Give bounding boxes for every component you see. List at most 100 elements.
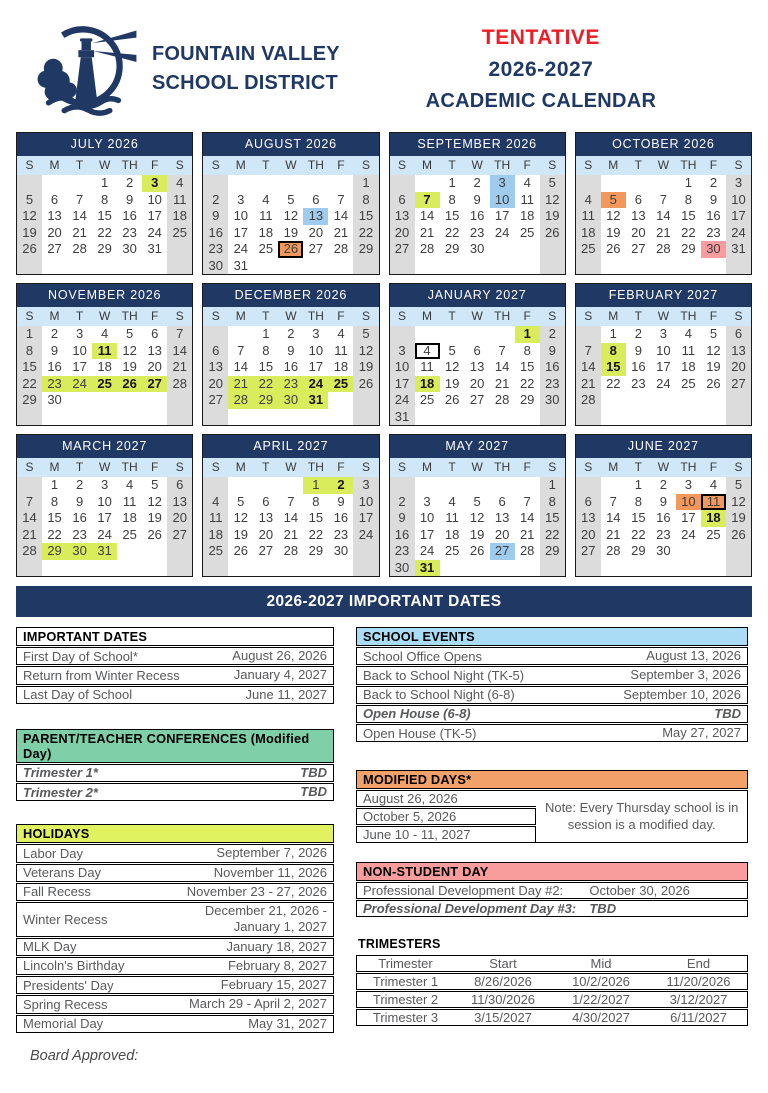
day-cell: 21: [228, 375, 254, 392]
day-cell: 29: [519, 392, 535, 407]
day-cell: 23: [203, 241, 229, 258]
weekday-label: TH: [307, 460, 324, 474]
day-cell: [676, 392, 701, 409]
day-cell: [440, 409, 465, 426]
day-cell: [515, 409, 540, 426]
day-cell: [353, 408, 379, 425]
day-cell: 24: [353, 526, 379, 543]
weekday-label: S: [361, 309, 370, 323]
day-cell: 15: [258, 359, 274, 374]
day-cell: 10: [656, 342, 671, 358]
district-name: FOUNTAIN VALLEY SCHOOL DISTRICT: [152, 40, 340, 98]
day-cell: 6: [634, 191, 642, 207]
weekday-label: S: [734, 158, 743, 172]
day-cell: 24: [303, 375, 329, 392]
row-label: Winter Recess: [16, 902, 150, 937]
day-cell: [42, 560, 67, 577]
weekday-label: S: [398, 460, 407, 474]
weekday-label: S: [398, 158, 407, 172]
day-cell: 6: [312, 191, 320, 207]
day-cell: 24: [97, 526, 112, 542]
day-cell: 16: [72, 510, 87, 525]
day-cell: 3: [684, 477, 693, 492]
table-row: Winter Recess December 21, 2026 - January…: [16, 902, 334, 937]
day-cell: 18: [97, 359, 112, 374]
weekday-label: S: [175, 158, 184, 172]
day-cell: 7: [498, 342, 506, 358]
trimester-cell: 3/15/2027: [454, 1009, 552, 1027]
column-header: Trimester: [356, 955, 454, 973]
tentative-label: TENTATIVE: [481, 25, 600, 49]
day-cell: [490, 258, 515, 275]
day-cell: [17, 175, 43, 192]
day-cell: 13: [494, 510, 510, 525]
table-row: MLK Day January 18, 2027: [16, 937, 334, 956]
day-cell: 28: [228, 392, 254, 409]
weekday-header-row: S M T W TH F S: [575, 458, 751, 477]
day-cell: 25: [575, 241, 601, 258]
day-cell: 1: [634, 477, 642, 492]
weekday-label: T: [75, 309, 84, 323]
table-row: Presidents' Day February 15, 2027: [16, 976, 334, 995]
day-cell: 16: [631, 359, 646, 374]
day-cell: [651, 409, 676, 426]
day-cell: 12: [147, 493, 162, 509]
day-cell: 26: [353, 375, 379, 392]
day-cell: [626, 409, 651, 426]
day-cell: 7: [287, 493, 295, 509]
month-calendar: JANUARY 2027 S M T W TH F S 1 2 3 4 5 6 7 8 9 10 11 12 13 14 1…: [388, 283, 566, 426]
day-cell: 29: [42, 543, 68, 560]
row-label: First Day of School*: [16, 647, 201, 666]
row-label: Trimester 1*: [16, 763, 239, 782]
day-grid: 1 2 3 4 5 6 7 8 9 10 11 12 13 14 15 16 17 18 19 20 21 22 23 24 2…: [203, 477, 379, 576]
day-cell: 2: [539, 326, 565, 343]
day-cell: 16: [539, 359, 565, 376]
day-cell: 4: [709, 477, 718, 492]
day-cell: 20: [258, 526, 274, 542]
day-cell: 9: [539, 342, 565, 359]
day-cell: 31: [147, 241, 162, 256]
day-cell: 24: [494, 224, 510, 240]
day-cell: 20: [494, 526, 510, 542]
day-cell: 12: [606, 208, 621, 223]
day-cell: 3: [142, 175, 168, 192]
day-cell: [328, 175, 353, 192]
day-cell: 26: [706, 375, 721, 391]
day-cell: 20: [167, 510, 193, 527]
day-cell: [17, 257, 43, 274]
day-cell: 14: [233, 359, 249, 374]
day-cell: 26: [725, 526, 751, 543]
day-cell: 29: [444, 241, 460, 256]
day-cell: 20: [575, 526, 601, 543]
weekday-label: S: [398, 309, 407, 323]
day-cell: 23: [389, 543, 415, 560]
day-cell: 13: [303, 208, 329, 225]
day-cell: 2: [473, 175, 481, 190]
month-calendar: AUGUST 2026 S M T W TH F S 1 2 3 4 5 6 7 8 9 10 11 12 13 14 15…: [202, 132, 380, 275]
day-cell: 21: [575, 375, 601, 392]
month-calendar: MARCH 2027 S M T W TH F S 1 2 3 4 5 6 7 8 9 10 11 12 13 14 15 1…: [16, 434, 194, 577]
month-title: FEBRUARY 2027: [575, 284, 751, 307]
weekday-header-row: S M T W TH F S: [389, 156, 565, 175]
table-row: Last Day of School June 11, 2027: [16, 685, 334, 704]
day-cell: [415, 258, 440, 275]
day-cell: 17: [681, 510, 696, 525]
day-cell: 12: [122, 342, 137, 358]
weekday-label: M: [49, 158, 60, 172]
table-row: Trimester 1* TBD: [16, 763, 334, 782]
month-title: JUNE 2027: [575, 435, 751, 458]
day-cell: [440, 258, 465, 275]
day-cell: [389, 257, 415, 274]
row-label: Return from Winter Recess: [16, 666, 201, 685]
day-cell: [253, 175, 278, 192]
day-cell: 6: [203, 342, 229, 359]
day-cell: 2: [287, 326, 295, 341]
day-cell: 10: [419, 510, 435, 525]
day-cell: [626, 175, 651, 192]
day-cell: [278, 409, 303, 426]
table-row: Open House (TK-5) May 27, 2027: [356, 724, 748, 743]
day-cell: 20: [47, 224, 62, 240]
weekday-label: M: [422, 309, 433, 323]
school-year: 2026-2027: [488, 57, 594, 81]
calendar-title-block: TENTATIVE 2026-2027 ACADEMIC CALENDAR: [340, 26, 742, 113]
